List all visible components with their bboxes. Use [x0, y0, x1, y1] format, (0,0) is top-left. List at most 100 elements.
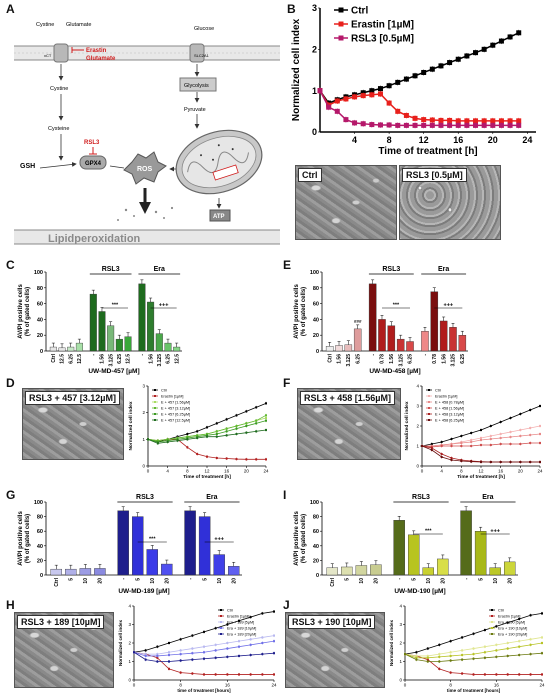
- data-point: [215, 433, 218, 435]
- data-point: [529, 614, 532, 617]
- data-point: [481, 46, 487, 52]
- legend-marker: [338, 35, 344, 41]
- data-point: [483, 656, 486, 659]
- series-line: [147, 420, 267, 443]
- data-point: [191, 647, 194, 650]
- data-point: [480, 461, 482, 463]
- bar: [184, 510, 196, 576]
- data-point: [235, 414, 238, 417]
- legend-marker: [491, 615, 493, 617]
- y-tick-label: 3: [399, 622, 402, 627]
- data-point: [429, 66, 435, 72]
- legend-marker: [338, 21, 344, 27]
- x-tick-label: 20: [488, 135, 498, 145]
- data-point: [506, 642, 509, 644]
- data-point: [489, 438, 492, 440]
- data-point: [249, 673, 252, 676]
- y-tick-label: 2: [416, 424, 419, 429]
- data-point: [203, 651, 205, 654]
- data-point: [507, 122, 513, 128]
- y-tick-label: 20: [37, 333, 43, 339]
- data-point: [191, 672, 194, 675]
- data-point: [261, 612, 264, 615]
- data-point: [179, 653, 182, 656]
- data-point: [529, 673, 532, 676]
- data-point: [196, 437, 199, 439]
- data-point: [460, 460, 463, 462]
- data-point: [489, 461, 492, 463]
- y-axis-label: AV/PI positive cells: [294, 511, 300, 566]
- data-point: [495, 625, 498, 628]
- bar: [198, 516, 211, 576]
- data-point: [421, 122, 427, 128]
- y-axis-label: (% of gated cells): [301, 514, 307, 563]
- data-point: [249, 616, 252, 619]
- bar: [173, 346, 181, 352]
- significance-label: +++: [490, 529, 500, 535]
- x-tick-label: Ctrl: [51, 353, 57, 362]
- bar: [396, 338, 405, 352]
- data-point: [255, 458, 258, 461]
- legend-marker: [428, 419, 430, 421]
- legend-label: RSL3 [0.5µM]: [351, 34, 414, 45]
- data-point: [226, 623, 229, 626]
- legend-label: Ctrl: [351, 6, 368, 17]
- y-tick-label: 20: [37, 558, 43, 564]
- data-point: [449, 659, 452, 662]
- group-label: RSL3: [102, 266, 120, 273]
- x-tick-label: -: [91, 354, 97, 356]
- data-point: [518, 673, 521, 676]
- bar: [124, 336, 132, 352]
- data-point: [206, 455, 208, 458]
- y-tick-label: 20: [313, 333, 319, 339]
- y-tick-label: 0: [416, 464, 419, 469]
- bar: [326, 567, 338, 576]
- x-tick-label: 10: [359, 578, 365, 584]
- data-point: [273, 652, 275, 655]
- legend-label: E + 457 [1.56µM]: [161, 400, 190, 404]
- data-point: [539, 425, 541, 427]
- data-point: [255, 406, 258, 409]
- data-point: [395, 79, 401, 85]
- data-point: [144, 649, 147, 652]
- cystine-label: Cystine: [50, 86, 68, 92]
- data-point: [215, 422, 218, 425]
- bar: [131, 516, 144, 576]
- data-point: [214, 649, 217, 652]
- bar: [117, 510, 129, 576]
- x-tick-label: 1.56: [441, 354, 447, 364]
- pyruvate-label: Pyruvate: [184, 107, 206, 113]
- legend-label: E + 457 [6.25µM]: [161, 412, 190, 416]
- cysteine-label: Cysteine: [48, 126, 69, 132]
- glutamate-top-label: Glutamate: [66, 22, 91, 28]
- data-point: [206, 435, 208, 438]
- data-point: [225, 430, 228, 433]
- data-point: [440, 441, 443, 443]
- bar: [449, 327, 457, 352]
- data-point: [203, 673, 205, 676]
- significance-label: +++: [159, 303, 169, 309]
- bar: [49, 346, 57, 352]
- glucose-label: Glucose: [194, 26, 214, 32]
- data-point: [415, 651, 418, 654]
- data-point: [156, 645, 159, 648]
- data-point: [203, 645, 205, 648]
- x-tick-label: 10: [426, 578, 432, 584]
- legend-marker: [154, 419, 156, 421]
- data-point: [450, 443, 453, 445]
- x-tick-label: 20: [518, 469, 524, 474]
- data-point: [156, 442, 159, 445]
- legend-marker: [338, 7, 344, 13]
- micrograph-label: RSL3 [0.5µM]: [402, 168, 467, 182]
- data-point: [518, 654, 521, 657]
- data-point: [415, 656, 418, 659]
- data-point: [168, 654, 170, 657]
- data-point: [421, 445, 423, 447]
- x-tick-label: 5: [411, 578, 417, 581]
- data-point: [369, 88, 375, 94]
- data-point: [483, 651, 486, 654]
- data-point: [529, 653, 532, 656]
- x-tick-label: 20: [244, 469, 250, 474]
- data-point: [481, 118, 487, 124]
